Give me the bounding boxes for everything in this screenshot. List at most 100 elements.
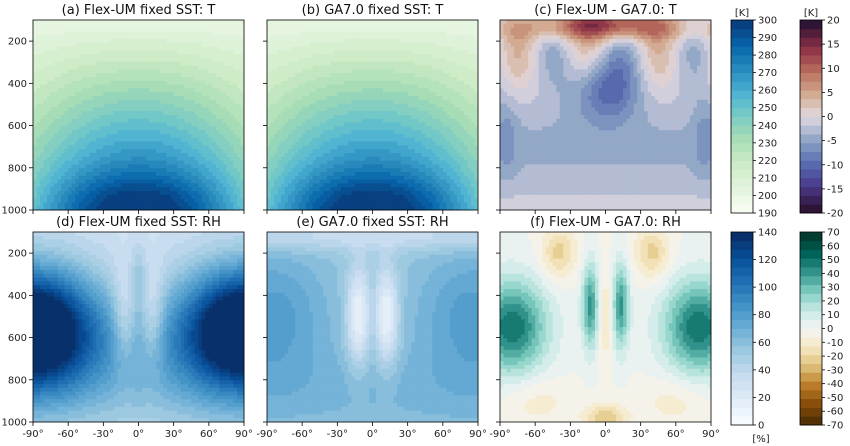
heatmap-cell [233,194,238,199]
heatmap-cell [337,88,342,93]
heatmap-cell [414,77,419,82]
heatmap-cell [124,73,129,78]
heatmap-cell [131,77,136,82]
heatmap-cell [75,73,80,78]
heatmap-cell [110,137,115,142]
heatmap-cell [64,137,69,142]
heatmap-cell [54,92,59,97]
heatmap-cell [337,73,342,78]
heatmap-cell [142,103,146,108]
heatmap-cell [470,134,475,139]
heatmap-cell [215,69,220,74]
heatmap-cell [159,179,164,184]
heatmap-cell [163,96,168,101]
heatmap-cell [414,88,419,93]
heatmap-cell [75,206,80,211]
heatmap-cell [36,73,41,78]
heatmap-cell [156,187,160,192]
heatmap-cell [295,115,300,120]
heatmap-cell [229,134,234,139]
heatmap-cell [305,141,310,146]
heatmap-cell [149,187,153,192]
heatmap-cell [145,187,150,192]
heatmap-cell [222,179,227,184]
heatmap-cell [173,134,178,139]
heatmap-cell [414,126,419,131]
heatmap-cell [33,99,37,104]
heatmap-cell [446,96,451,101]
heatmap-cell [208,92,213,97]
heatmap-cell [414,46,419,51]
heatmap-cell [124,54,129,59]
heatmap-cell [134,96,139,101]
heatmap-cell [120,99,125,104]
heatmap-cell [145,80,150,85]
heatmap-cell [208,61,213,66]
heatmap-cell [78,69,83,74]
heatmap-cell [215,92,220,97]
heatmap-cell [226,145,231,150]
heatmap-cell [277,103,282,108]
heatmap-cell [400,118,405,123]
heatmap-cell [240,160,245,165]
heatmap-cell [177,153,182,158]
heatmap-cell [333,27,338,32]
heatmap-cell [127,168,132,173]
heatmap-cell [184,69,189,74]
heatmap-cell [106,58,111,63]
heatmap-cell [75,107,80,112]
heatmap-cell [117,96,122,101]
heatmap-cell [425,130,430,135]
heatmap-cell [411,31,416,36]
heatmap-cell [205,35,210,40]
heatmap-cell [219,130,224,135]
heatmap-cell [191,111,196,116]
heatmap-cell [305,20,310,25]
heatmap-cell [383,20,387,25]
heatmap-cell [305,122,310,127]
heatmap-cell [170,141,175,146]
heatmap-cell [226,39,231,44]
heatmap-cell [138,77,143,82]
heatmap-cell [212,73,217,78]
heatmap-cell [89,168,94,173]
heatmap-cell [64,194,69,199]
heatmap-cell [71,39,76,44]
heatmap-cell [390,39,394,44]
heatmap-cell [92,69,97,74]
heatmap-cell [386,92,391,97]
heatmap-cell [435,58,440,63]
heatmap-cell [163,194,168,199]
heatmap-cell [383,111,387,116]
heatmap-cell [226,183,231,188]
heatmap-cell [284,50,289,55]
heatmap-cell [435,126,440,131]
heatmap-cell [425,141,430,146]
heatmap-cell [205,137,210,142]
heatmap-cell [78,206,83,211]
heatmap-cell [390,69,394,74]
heatmap-cell [117,39,122,44]
heatmap-cell [85,168,90,173]
heatmap-cell [404,96,409,101]
heatmap-cell [226,35,231,40]
heatmap-cell [156,153,160,158]
heatmap-cell [226,23,231,28]
heatmap-cell [439,31,444,36]
heatmap-cell [463,88,468,93]
heatmap-cell [177,156,182,161]
heatmap-cell [78,27,83,32]
heatmap-cell [205,172,210,177]
heatmap-cell [418,65,423,70]
heatmap-cell [194,58,199,63]
heatmap-cell [222,84,227,89]
heatmap-cell [71,160,76,165]
heatmap-cell [120,198,125,203]
heatmap-cell [212,84,217,89]
heatmap-cell [120,31,125,36]
heatmap-cell [274,84,278,89]
heatmap-cell [43,84,48,89]
heatmap-cell [288,84,293,89]
heatmap-cell [361,73,366,78]
heatmap-cell [397,130,402,135]
